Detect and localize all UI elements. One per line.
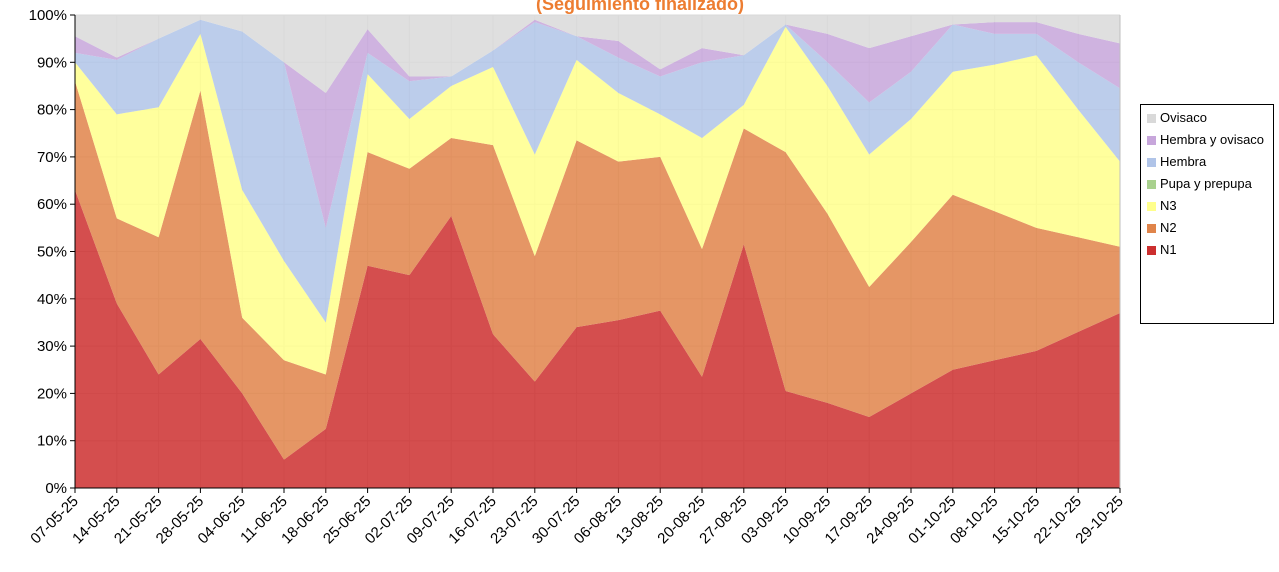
y-tick-label: 20%	[37, 385, 67, 402]
legend-swatch	[1147, 224, 1156, 233]
area	[75, 26, 1120, 375]
legend-item: Hembra	[1145, 155, 1269, 169]
legend-item: N1	[1145, 243, 1269, 257]
y-tick-label: 80%	[37, 102, 67, 119]
y-tick-label: 40%	[37, 291, 67, 308]
area	[75, 81, 1120, 460]
area	[75, 15, 1120, 94]
legend-swatch	[1147, 136, 1156, 145]
legend-swatch	[1147, 246, 1156, 255]
legend-label: N1	[1160, 242, 1177, 257]
y-tick-label: 50%	[37, 244, 67, 261]
y-tick-label: 60%	[37, 196, 67, 213]
legend-item: N3	[1145, 199, 1269, 213]
legend-swatch	[1147, 180, 1156, 189]
y-tick-label: 0%	[45, 480, 67, 497]
legend-swatch	[1147, 158, 1156, 167]
legend-item: Ovisaco	[1145, 111, 1269, 125]
legend-label: N2	[1160, 220, 1177, 235]
y-tick-label: 10%	[37, 433, 67, 450]
chart-title: (Seguimiento finalizado)	[536, 0, 744, 14]
legend-label: Ovisaco	[1160, 110, 1207, 125]
y-tick-label: 70%	[37, 149, 67, 166]
legend-swatch	[1147, 202, 1156, 211]
legend-label: Hembra	[1160, 154, 1207, 169]
area	[75, 190, 1120, 488]
legend: Ovisaco Hembra y ovisaco Hembra Pupa y prep…	[1140, 104, 1274, 324]
legend-label: Hembra y ovisaco	[1160, 132, 1265, 147]
y-tick-label: 30%	[37, 338, 67, 355]
area	[75, 19, 1120, 323]
legend-label: N3	[1160, 198, 1177, 213]
legend-swatch	[1147, 114, 1156, 123]
y-tick-label: 90%	[37, 54, 67, 71]
legend-label: Pupa y prepupa	[1160, 176, 1252, 191]
y-tick-label: 100%	[29, 7, 67, 24]
area	[75, 19, 1120, 228]
legend-item: N2	[1145, 221, 1269, 235]
legend-item: Pupa y prepupa	[1145, 177, 1269, 191]
legend-item: Hembra y ovisaco	[1145, 133, 1269, 147]
